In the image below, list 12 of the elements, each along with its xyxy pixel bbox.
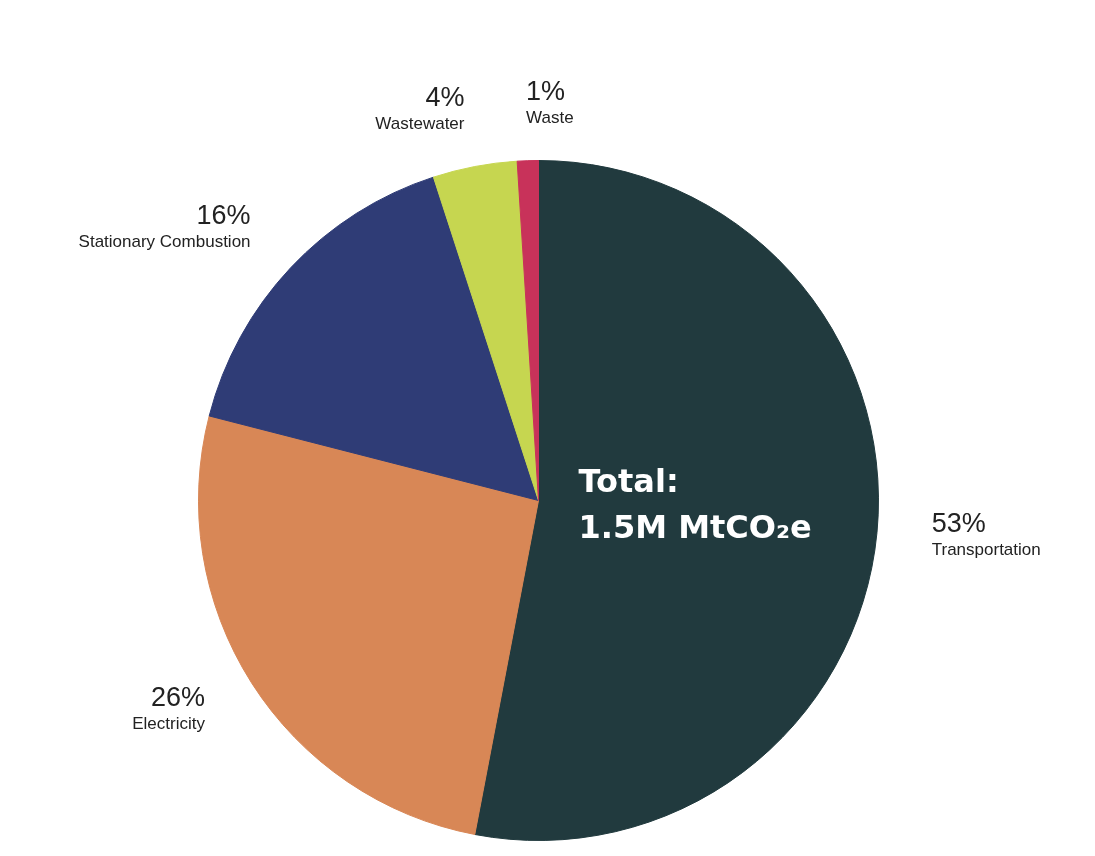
- data-label: 1%: [526, 75, 566, 106]
- data-label: 16%: [196, 200, 251, 231]
- text: Total:: [578, 461, 679, 500]
- slice-label: Wastewater: [375, 114, 465, 134]
- data-label: 4%: [425, 82, 465, 113]
- slice-label: Stationary Combustion: [78, 232, 251, 252]
- slice-label: Electricity: [132, 714, 206, 734]
- slice-label: Transportation: [931, 539, 1041, 559]
- text: 1.5M MtCO₂e: [578, 507, 812, 546]
- data-label: 53%: [931, 507, 986, 538]
- data-label: 26%: [150, 682, 205, 713]
- slice-label: Waste: [526, 107, 574, 127]
